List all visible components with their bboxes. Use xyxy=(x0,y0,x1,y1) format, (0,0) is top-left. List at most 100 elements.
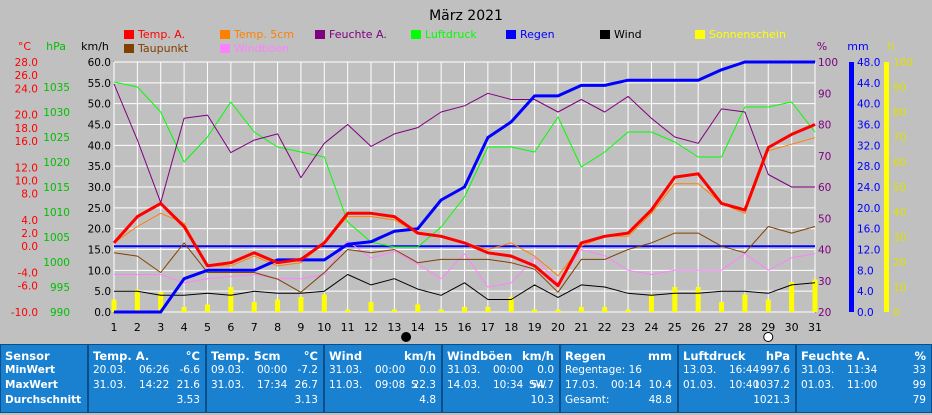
table-time: 00:14 xyxy=(611,379,642,391)
y-tick-temp_c: 28.0 xyxy=(15,57,38,69)
sunshine-bar xyxy=(508,297,514,312)
table-date: 31.03. xyxy=(801,364,835,376)
y-tick-h: 10 xyxy=(893,282,906,294)
table-time: 09:08 xyxy=(375,379,406,391)
legend-swatch xyxy=(220,30,230,39)
sunshine-bar xyxy=(555,309,561,312)
y-tick-temp_c: 16.0 xyxy=(15,136,38,148)
legend-label: Sonnenschein xyxy=(709,28,786,41)
x-tick: 4 xyxy=(181,321,188,334)
y-tick-h: 90 xyxy=(893,82,906,94)
table-value: -7.2 xyxy=(297,364,319,376)
table-value: 3.13 xyxy=(294,394,318,406)
legend-label: Temp. A. xyxy=(137,28,185,41)
y-tick-mm: 12.0 xyxy=(857,245,880,257)
y-tick-temp_c: 8.0 xyxy=(21,189,38,201)
sunshine-bars xyxy=(111,279,818,312)
sunshine-bar xyxy=(789,282,795,312)
y-tick-temp_c: 26.0 xyxy=(15,70,38,82)
table-date: 31.03. xyxy=(211,379,245,391)
legend-swatch xyxy=(124,44,134,53)
y-tick-percent: 80 xyxy=(818,120,831,132)
table-column-1: Temp. A. °C 20.03. 06:26 -6.6 31.03. 14:22 21.6… xyxy=(88,344,206,413)
sunshine-bar xyxy=(134,289,140,312)
x-tick: 30 xyxy=(785,321,799,334)
table-header: Windböen xyxy=(447,349,513,363)
sunshine-bar xyxy=(298,297,304,312)
y-tick-h: 100 xyxy=(893,57,913,69)
legend-swatch xyxy=(315,30,325,39)
x-tick: 18 xyxy=(504,321,518,334)
y-tick-kmh: 20.0 xyxy=(88,224,111,236)
table-value: 997.6 xyxy=(759,364,790,376)
legend-label: Windböen xyxy=(234,42,289,55)
table-value: 21.6 xyxy=(176,379,200,391)
y-tick-h: 0 xyxy=(893,307,900,319)
axis-unit-mm: mm xyxy=(847,40,868,53)
series-temp-a- xyxy=(112,123,816,288)
moon-markers xyxy=(401,332,774,342)
table-date: 14.03. xyxy=(447,379,481,391)
axis-unit-h: h xyxy=(888,40,895,53)
table-time: 11:00 xyxy=(847,379,878,391)
y-tick-temp_c: 24.0 xyxy=(15,83,38,95)
series-windb-en xyxy=(114,240,816,288)
y-tick-mm: 20.0 xyxy=(857,203,880,215)
x-tick: 17 xyxy=(481,321,495,334)
y-tick-percent: 100 xyxy=(818,57,838,69)
legend-label: Wind xyxy=(614,28,642,41)
y-ticks: 28.026.024.020.018.016.012.010.08.04.02.… xyxy=(11,57,913,319)
y-tick-hpa: 990 xyxy=(50,307,70,319)
x-tick: 27 xyxy=(715,321,729,334)
legend-swatch xyxy=(124,30,134,39)
table-time: 17:34 xyxy=(257,379,288,391)
table-value: 10.3 xyxy=(530,394,554,406)
y-tick-hpa: 1035 xyxy=(43,82,70,94)
h-axis-band xyxy=(884,62,889,312)
sunshine-bar xyxy=(275,299,281,312)
table-time: 16:44 xyxy=(729,364,760,376)
y-tick-mm: 44.0 xyxy=(857,78,880,90)
y-tick-mm: 40.0 xyxy=(857,99,880,111)
x-tick: 20 xyxy=(551,321,565,334)
table-date: Gesamt: xyxy=(565,394,610,406)
y-tick-hpa: 1005 xyxy=(43,232,70,244)
table-row-label: Durchschnitt xyxy=(5,394,82,406)
y-tick-kmh: 5.0 xyxy=(94,286,111,298)
table-column-7: Feuchte A.% 31.03. 11:34 33 01.03. 11:00 99 79 xyxy=(796,344,932,413)
y-tick-percent: 70 xyxy=(818,151,831,163)
sunshine-bar xyxy=(204,304,210,312)
table-value: 79 xyxy=(912,394,926,406)
table-value: 3.53 xyxy=(176,394,200,406)
y-tick-percent: 40 xyxy=(818,245,831,257)
table-unit: °C xyxy=(185,349,200,363)
table-value: 0.0 xyxy=(419,364,436,376)
sunshine-bar xyxy=(602,307,608,312)
y-tick-temp_c: -6.0 xyxy=(18,281,39,293)
table-value: 48.8 xyxy=(648,394,672,406)
y-tick-h: 50 xyxy=(893,182,906,194)
x-tick: 12 xyxy=(364,321,378,334)
y-tick-percent: 50 xyxy=(818,213,831,225)
table-value: 54.7 xyxy=(530,379,554,391)
sunshine-bar xyxy=(532,309,538,312)
legend-label: Luftdruck xyxy=(425,28,477,41)
legend-label: Feuchte A. xyxy=(329,28,387,41)
x-tick: 31 xyxy=(808,321,822,334)
x-tick: 22 xyxy=(598,321,612,334)
y-tick-h: 20 xyxy=(893,257,906,269)
table-date: 31.03. xyxy=(329,364,363,376)
y-tick-mm: 24.0 xyxy=(857,182,880,194)
y-tick-h: 40 xyxy=(893,207,906,219)
y-tick-temp_c: 20.0 xyxy=(15,110,38,122)
y-tick-temp_c: 18.0 xyxy=(15,123,38,135)
table-date: 09.03. xyxy=(211,364,245,376)
table-column-5: Regen mm Regentage: 16 17.03. 00:14 10.4 Gesam… xyxy=(560,344,678,413)
y-tick-h: 60 xyxy=(893,157,906,169)
table-time: 06:26 xyxy=(139,364,170,376)
legend-label: Regen xyxy=(520,28,555,41)
table-column-0: Sensor MinWert MaxWert Durchschnitt xyxy=(0,344,88,413)
y-tick-temp_c: 10.0 xyxy=(15,175,38,187)
x-tick: 16 xyxy=(458,321,472,334)
axis-labels: °C hPa km/h% mm h xyxy=(18,40,895,53)
